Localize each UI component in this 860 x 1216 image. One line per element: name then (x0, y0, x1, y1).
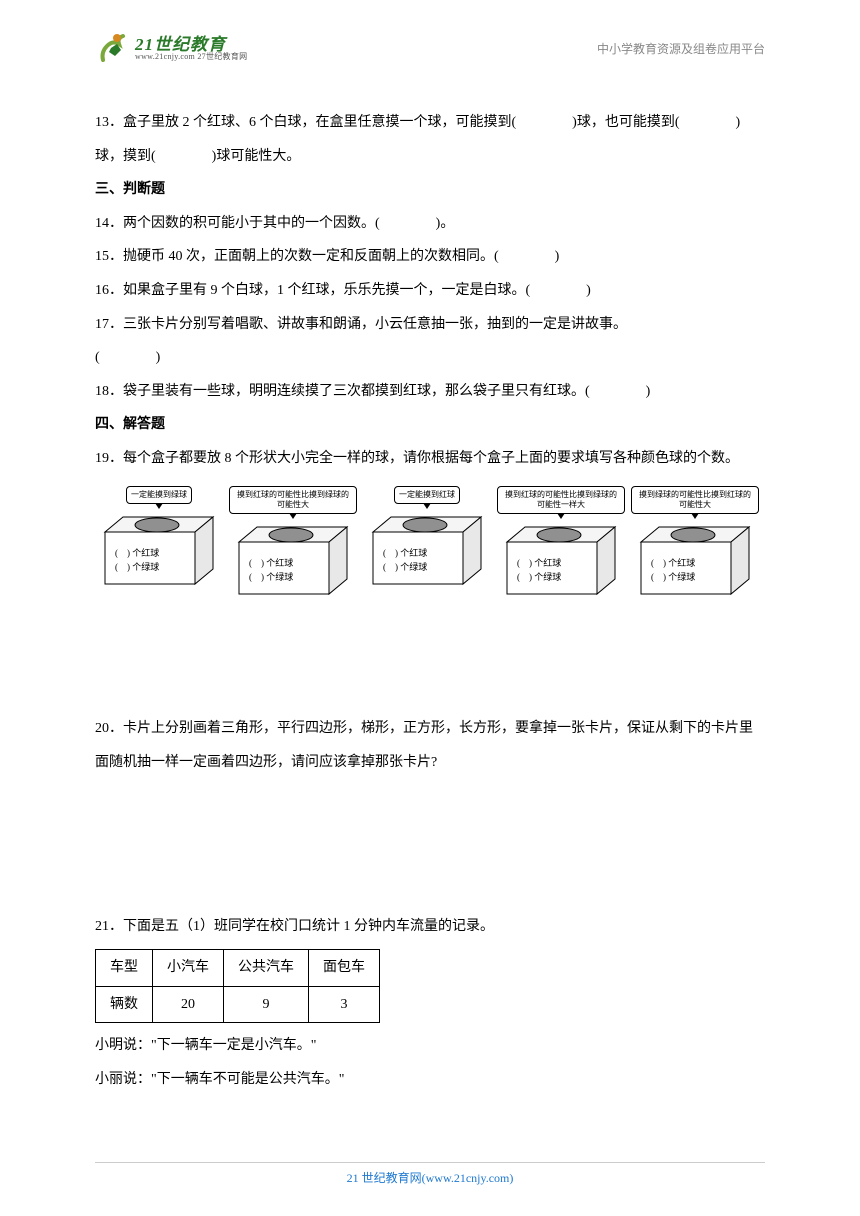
svg-text:( ) 个绿球: ( ) 个绿球 (249, 571, 293, 582)
traffic-table: 车型 小汽车 公共汽车 面包车 辆数 20 9 3 (95, 949, 380, 1023)
box-4-tag: 摸到红球的可能性比摸到绿球的可能性一样大 (497, 486, 625, 515)
table-cell: 辆数 (96, 986, 153, 1023)
box-1-tag: 一定能摸到绿球 (126, 486, 192, 504)
table-cell: 面包车 (309, 950, 380, 987)
question-14: 14．两个因数的积可能小于其中的一个因数。( )。 (95, 207, 765, 241)
question-21-line2: 小丽说："下一辆车不可能是公共汽车。" (95, 1063, 765, 1097)
box-5-cube: ( ) 个红球 ( ) 个绿球 (631, 522, 759, 602)
box-1-cube: ( ) 个红球 ( ) 个绿球 (95, 512, 223, 592)
question-13: 13．盒子里放 2 个红球、6 个白球，在盒里任意摸一个球，可能摸到( )球，也… (95, 106, 765, 173)
box-4: 摸到红球的可能性比摸到绿球的可能性一样大 ( ) 个红球 ( ) 个绿球 (497, 486, 625, 603)
svg-text:( ) 个绿球: ( ) 个绿球 (383, 561, 427, 572)
question-16: 16．如果盒子里有 9 个白球，1 个红球，乐乐先摸一个，一定是白球。( ) (95, 274, 765, 308)
spacer (95, 780, 765, 910)
table-cell: 9 (224, 986, 309, 1023)
box-5-tag: 摸到绿球的可能性比摸到红球的可能性大 (631, 486, 759, 515)
logo-text: 21世纪教育 www.21cnjy.com 27世纪教育网 (135, 36, 247, 61)
table-row: 车型 小汽车 公共汽车 面包车 (96, 950, 380, 987)
svg-text:( ) 个绿球: ( ) 个绿球 (115, 561, 159, 572)
question-18: 18．袋子里装有一些球，明明连续摸了三次都摸到红球，那么袋子里只有红球。( ) (95, 375, 765, 409)
question-21-intro: 21．下面是五（1）班同学在校门口统计 1 分钟内车流量的记录。 (95, 910, 765, 944)
spacer (95, 622, 765, 712)
page-footer: 21 世纪教育网(www.21cnjy.com) (95, 1162, 765, 1186)
section-4-title: 四、解答题 (95, 408, 765, 442)
box-3-tag: 一定能摸到红球 (394, 486, 460, 504)
page-header: 21世纪教育 www.21cnjy.com 27世纪教育网 中小学教育资源及组卷… (0, 0, 860, 76)
svg-text:( ) 个红球: ( ) 个红球 (249, 557, 293, 568)
footer-domain: (www.21cnjy.com) (422, 1171, 514, 1185)
svg-text:( ) 个绿球: ( ) 个绿球 (651, 571, 695, 582)
box-5: 摸到绿球的可能性比摸到红球的可能性大 ( ) 个红球 ( ) 个绿球 (631, 486, 759, 603)
svg-text:( ) 个红球: ( ) 个红球 (383, 547, 427, 558)
svg-text:( ) 个绿球: ( ) 个绿球 (517, 571, 561, 582)
table-cell: 公共汽车 (224, 950, 309, 987)
box-1: 一定能摸到绿球 ( ) 个红球 ( ) 个绿球 (95, 486, 223, 603)
section-3-title: 三、判断题 (95, 173, 765, 207)
svg-text:( ) 个红球: ( ) 个红球 (115, 547, 159, 558)
box-3-cube: ( ) 个红球 ( ) 个绿球 (363, 512, 491, 592)
question-17-line1: 17．三张卡片分别写着唱歌、讲故事和朗诵，小云任意抽一张，抽到的一定是讲故事。 (95, 308, 765, 342)
header-right-text: 中小学教育资源及组卷应用平台 (597, 40, 765, 57)
box-2-cube: ( ) 个红球 ( ) 个绿球 (229, 522, 357, 602)
table-cell: 小汽车 (153, 950, 224, 987)
table-cell: 3 (309, 986, 380, 1023)
table-cell: 20 (153, 986, 224, 1023)
runner-icon (95, 30, 131, 66)
table-cell: 车型 (96, 950, 153, 987)
logo-title: 21世纪教育 (135, 36, 247, 53)
box-2: 摸到红球的可能性比摸到绿球的可能性大 ( ) 个红球 ( ) 个绿球 (229, 486, 357, 603)
content-area: 13．盒子里放 2 个红球、6 个白球，在盒里任意摸一个球，可能摸到( )球，也… (0, 76, 860, 1096)
svg-text:( ) 个红球: ( ) 个红球 (651, 557, 695, 568)
box-4-cube: ( ) 个红球 ( ) 个绿球 (497, 522, 625, 602)
question-17-line2: ( ) (95, 341, 765, 375)
logo-block: 21世纪教育 www.21cnjy.com 27世纪教育网 (95, 30, 247, 66)
question-15: 15．抛硬币 40 次，正面朝上的次数一定和反面朝上的次数相同。( ) (95, 240, 765, 274)
table-row: 辆数 20 9 3 (96, 986, 380, 1023)
footer-brand: 21 世纪教育网 (347, 1171, 422, 1185)
boxes-diagram: 一定能摸到绿球 ( ) 个红球 ( ) 个绿球 摸到红球的可能性比摸到绿球的可能… (95, 486, 765, 603)
box-2-tag: 摸到红球的可能性比摸到绿球的可能性大 (229, 486, 357, 515)
box-3: 一定能摸到红球 ( ) 个红球 ( ) 个绿球 (363, 486, 491, 603)
logo-subtitle: www.21cnjy.com 27世纪教育网 (135, 53, 247, 61)
question-20: 20．卡片上分别画着三角形，平行四边形，梯形，正方形，长方形，要拿掉一张卡片，保… (95, 712, 765, 779)
question-19-intro: 19．每个盒子都要放 8 个形状大小完全一样的球，请你根据每个盒子上面的要求填写… (95, 442, 765, 476)
question-21-line1: 小明说："下一辆车一定是小汽车。" (95, 1029, 765, 1063)
svg-text:( ) 个红球: ( ) 个红球 (517, 557, 561, 568)
